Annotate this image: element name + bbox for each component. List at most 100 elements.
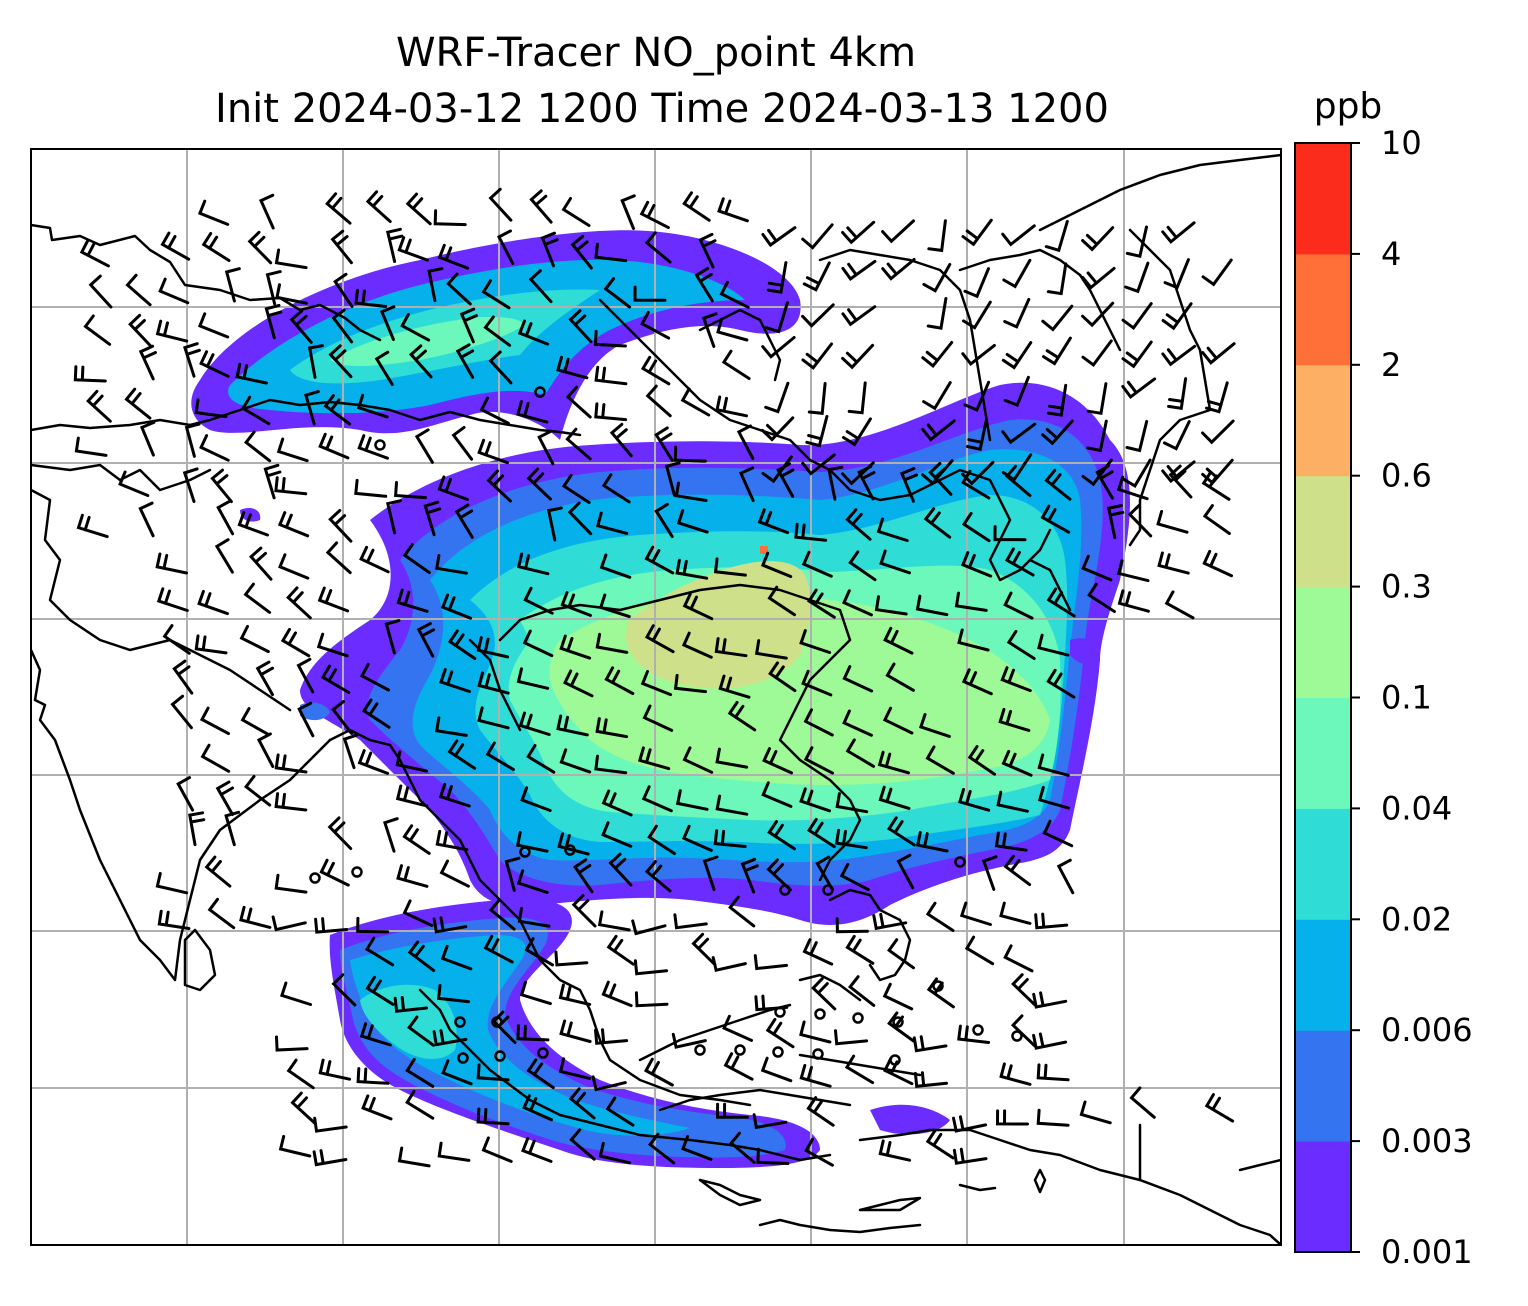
wind-barb	[565, 427, 592, 461]
wind-barb	[1122, 458, 1152, 488]
wind-barb	[1087, 582, 1116, 613]
wind-barb	[320, 664, 351, 694]
wind-barb	[835, 917, 869, 934]
wind-barb	[857, 464, 876, 501]
wind-barb	[528, 269, 553, 304]
wind-barbs	[73, 187, 1236, 1168]
wind-barb	[255, 660, 274, 697]
wind-barb	[1004, 464, 1032, 498]
wind-barb	[397, 236, 429, 262]
wind-barb	[265, 270, 282, 306]
wind-barb	[1056, 858, 1075, 895]
wind-barb	[721, 349, 751, 380]
wind-barb	[408, 344, 433, 379]
wind-calm-marker	[972, 1024, 984, 1036]
wind-barb	[359, 545, 390, 574]
wind-barb	[715, 1102, 749, 1119]
colorbar-band	[1295, 808, 1351, 920]
wind-barb	[568, 1087, 596, 1120]
wind-barb	[799, 629, 832, 654]
wind-barb	[438, 782, 471, 808]
wind-barb	[385, 227, 404, 263]
wind-barb	[845, 738, 875, 768]
wind-barb	[680, 387, 711, 417]
wind-barb	[479, 396, 510, 425]
wind-barb	[1121, 340, 1153, 369]
wind-barb	[323, 394, 352, 426]
wind-barb	[1037, 753, 1070, 777]
wind-barb	[1081, 301, 1115, 328]
wind-barb	[640, 310, 671, 340]
wind-barb	[529, 189, 553, 224]
wind-barb	[595, 632, 629, 654]
wind-barb	[1042, 336, 1072, 366]
colorbar: 0.001 0.003 0.006 0.02 0.04 0.1 0.3 0.6 2 4 10 ppb	[1294, 86, 1473, 1271]
wind-calm-marker	[374, 439, 386, 451]
wind-barb	[182, 467, 199, 503]
wind-barb	[801, 223, 834, 250]
wind-barb	[765, 1017, 795, 1049]
wind-barb	[278, 553, 310, 580]
wind-barb	[155, 552, 188, 575]
wind-barb	[325, 541, 352, 575]
wind-barb	[715, 794, 749, 816]
wind-barb	[962, 300, 992, 330]
wind-barb	[1121, 377, 1157, 399]
wind-barb	[961, 469, 991, 500]
wind-barb	[799, 1064, 832, 1088]
wind-barb	[396, 864, 429, 888]
wind-barb	[240, 395, 271, 426]
wind-barb	[520, 786, 552, 812]
wind-barb	[925, 901, 955, 932]
wind-barb	[488, 187, 513, 222]
wind-barb	[640, 355, 671, 386]
wind-barb	[1125, 419, 1149, 453]
wind-barb	[1032, 991, 1068, 1009]
wind-barb	[561, 197, 591, 227]
wind-barb	[681, 824, 713, 852]
wind-barb	[1124, 261, 1150, 294]
wind-barb	[1011, 973, 1037, 1007]
wind-barb	[437, 475, 469, 501]
wind-barb	[1162, 420, 1191, 451]
wind-barb	[1163, 258, 1190, 290]
wind-barb	[842, 417, 872, 447]
wind-barb	[981, 855, 998, 891]
wind-barb	[842, 589, 873, 617]
wind-barb	[648, 1132, 676, 1165]
wind-barb	[1001, 749, 1033, 777]
wind-barb	[397, 1146, 431, 1168]
wind-barb	[606, 934, 635, 966]
wind-barb	[601, 980, 633, 1008]
wind-barb	[1106, 504, 1125, 540]
wind-barb	[491, 1010, 517, 1044]
wind-barb	[718, 674, 751, 699]
wind-barb	[1044, 220, 1069, 253]
wind-barb	[476, 1107, 510, 1126]
wind-barb	[766, 261, 788, 294]
wind-barb	[280, 627, 311, 658]
wind-barb	[1202, 549, 1233, 578]
colorbar-tick-label: 0.04	[1381, 789, 1452, 827]
wind-barb	[994, 831, 1028, 852]
wind-barb	[407, 1015, 435, 1047]
wind-barb	[761, 336, 796, 359]
wind-barb	[215, 780, 234, 816]
wind-barb	[405, 192, 432, 226]
wind-barb	[342, 733, 359, 770]
wind-barb	[736, 424, 755, 460]
wind-calm-marker	[734, 1044, 746, 1056]
wind-barb	[526, 744, 556, 774]
wind-barb	[477, 706, 510, 730]
wind-barb	[286, 586, 312, 620]
wind-barb	[925, 745, 955, 775]
wind-calm-marker	[351, 866, 363, 878]
wind-barb	[694, 267, 714, 303]
wind-barb	[199, 350, 230, 378]
wind-barb	[1205, 381, 1229, 414]
wind-barb	[1001, 341, 1033, 370]
wind-barb	[806, 1096, 835, 1127]
wind-barb	[913, 1071, 948, 1088]
colorbar-bands	[1295, 143, 1351, 1253]
wind-barb	[961, 343, 996, 367]
